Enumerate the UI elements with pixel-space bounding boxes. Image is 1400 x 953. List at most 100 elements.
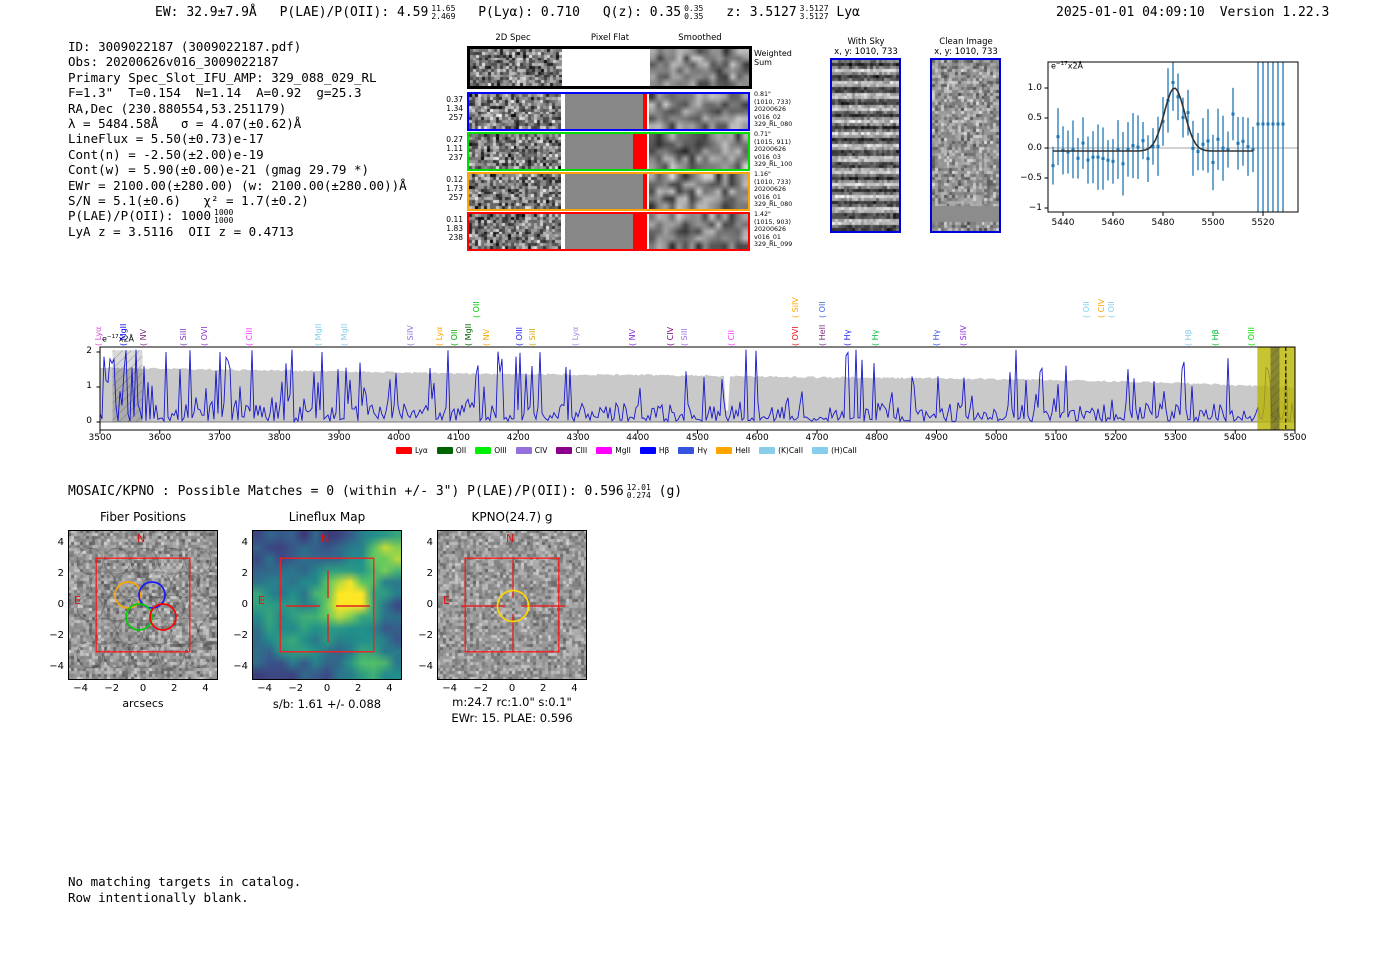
kpno-xtick-label: 0 [508,683,516,694]
fiber-ytick-label: 4 [57,536,64,548]
line-marker-cii: ( CII [727,330,737,346]
kpno-ytick-label: −4 [418,661,433,673]
line-marker-lyα: ( Lyα [571,326,581,346]
zoom-ytick-label: 0.5 [1027,112,1042,123]
spectrum-xtick-label: 4800 [865,433,889,443]
kpno-title: KPNO(24.7) g [471,510,553,524]
twod-row-2dspec-image [469,174,561,209]
clean-image-coords: x, y: 1010, 733 [934,47,998,57]
lineflux-ytick-label: −4 [233,661,248,673]
with-sky-image [832,60,899,231]
spectrum-xtick-label: 4500 [686,433,709,443]
kpno-mag-caption: m:24.7 rc:1.0" s:0.1" [452,695,572,709]
fiber-ytick-label: 0 [57,599,64,610]
zoom-ytick-label: −1 [1028,202,1042,213]
fiber-ytick-label: −2 [49,630,64,642]
legend-swatch [596,447,613,454]
legend-label: Lyα [415,446,428,455]
legend-label: OII [455,446,467,455]
fiber-ytick-label: 2 [57,567,64,579]
line-marker-nv: ( NV [139,328,149,346]
legend-item: CIV [515,446,547,455]
legend-label: (K)CaII [778,446,804,455]
line-marker-civ: ( CIV [1097,298,1107,318]
fiber-positions-panel [68,530,218,680]
legend-swatch [475,447,492,454]
spectrum-xtick-label: 4000 [387,433,411,443]
spectrum-ytick-label: 0 [86,416,92,426]
legend-label: Hβ [658,446,670,455]
fiber-ytick-label: −4 [49,661,64,673]
line-marker-oii: ( OII [1082,301,1092,318]
full-spectrum-svg [96,346,1296,434]
twod-row-pixelflat [565,94,647,129]
lineflux-sb-caption: s/b: 1.61 +/- 0.088 [272,697,382,711]
lineflux-ytick-label: −2 [233,630,248,642]
spectrum-xtick-label: 4100 [447,433,470,443]
twod-row-redmarker [643,174,647,209]
info-line-6: λ = 5484.58Å σ = 4.07(±0.62)Å [68,116,302,132]
legend-label: (H)CaII [831,446,857,455]
plya-value: 0.710 [540,5,580,20]
ew-value: 32.9±7.9Å [186,5,257,20]
legend-label: HeII [735,446,751,455]
twod-row-redmarker [633,134,647,169]
twod-row-2dspec-image [469,214,561,249]
zoom-xtick-label: 5460 [1101,218,1125,228]
twod-row-pixelflat [565,174,647,209]
line-marker-mgii: ( MgII [119,323,129,346]
fiber-xtick-label: 0 [139,683,147,694]
spectrum-xtick-label: 4600 [745,433,769,443]
footer-notes: No matching targets in catalog. Row inte… [68,874,301,905]
line-marker-siii: ( SiII [527,328,537,346]
twod-row-2dspec-image [469,94,561,129]
spectrum-xtick-label: 5300 [1164,433,1187,443]
lineflux-xtick-label: 4 [386,683,393,694]
info-line-1: ID: 3009022187 (3009022187.pdf) [68,39,302,54]
twod-row-smoothed-image [649,94,748,129]
clean-image-title: Clean Image [939,37,993,47]
legend-label: Hγ [697,446,708,455]
info-line-9: Cont(w) = 5.90(±0.00)e-21 (gmag 29.79 *) [68,162,370,178]
zoom-xtick-label: 5440 [1051,218,1075,228]
twod-row-redmarker [643,94,647,129]
lineflux-compass-e: E [258,594,265,607]
twod-fiber-row [467,172,750,211]
spectrum-xtick-label: 5400 [1223,433,1247,443]
spectrum-xtick-label: 3900 [327,433,351,443]
mosaic-band: (g) [658,484,683,499]
footer-line-1: No matching targets in catalog. [68,874,302,889]
kpno-ytick-label: 0 [426,599,433,610]
spectrum-legend: Lyα OII OIII CIV CIII MgII Hβ Hγ HeII (K)CaII (H)C… [396,446,1036,455]
twod-row-right-labels: 0.71" (1015, 911) 20200626 v016_03 329_R… [754,131,793,169]
spectrum-ytick-label: 2 [86,346,92,356]
fiber-positions-title: Fiber Positions [99,510,187,524]
twod-row-right-labels: 1.16" (1010, 733) 20200626 v016_01 329_R… [754,171,793,209]
lineflux-ytick-label: 0 [241,599,248,610]
line-marker-mgii: ( MgII [339,323,349,346]
line-marker-civ: ( CIV [666,326,676,346]
legend-swatch [515,447,532,454]
spectrum-xtick-label: 5000 [984,433,1008,443]
info-line-10: EWr = 2100.00(±280.00) (w: 2100.00(±280.… [68,177,407,193]
line-marker-hγ: ( Hγ [871,329,881,346]
plae-label: P(LAE)/P(OII): [279,5,390,20]
ew-label: EW: [155,5,179,20]
line-marker-siii: ( SiII [179,328,189,346]
line-marker-ciii: ( CIII [244,327,254,346]
fiber-xtick-label: 4 [202,683,209,694]
twod-row-smoothed-image [649,134,748,169]
info-block: ID: 3009022187 (3009022187.pdf) Obs: 2020… [68,39,407,240]
with-sky-title: With Sky [847,37,885,47]
spectrum-xtick-label: 5100 [1044,433,1068,443]
twod-row-smoothed-image [649,214,748,249]
twod-row-right-labels: 1.42" (1015, 903) 20200626 v016_01 329_R… [754,211,793,249]
legend-item: HeII [716,446,750,455]
with-sky-box [830,58,901,233]
legend-swatch [556,447,573,454]
line-marker-oii: ( OII [817,301,827,318]
info-line-13: LyA z = 3.5116 OII z = 0.4713 [68,224,294,240]
zoom-spectrum-svg [1044,61,1299,216]
zoom-ytick-label: 0.0 [1027,142,1042,153]
spectrum-xtick-label: 3600 [148,433,172,443]
